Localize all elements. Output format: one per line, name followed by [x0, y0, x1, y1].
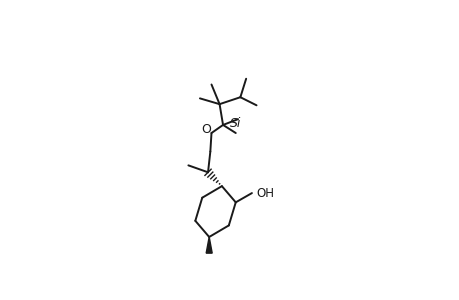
Text: OH: OH: [256, 187, 274, 200]
Polygon shape: [206, 237, 212, 253]
Text: Si: Si: [229, 117, 241, 130]
Text: O: O: [200, 123, 210, 136]
